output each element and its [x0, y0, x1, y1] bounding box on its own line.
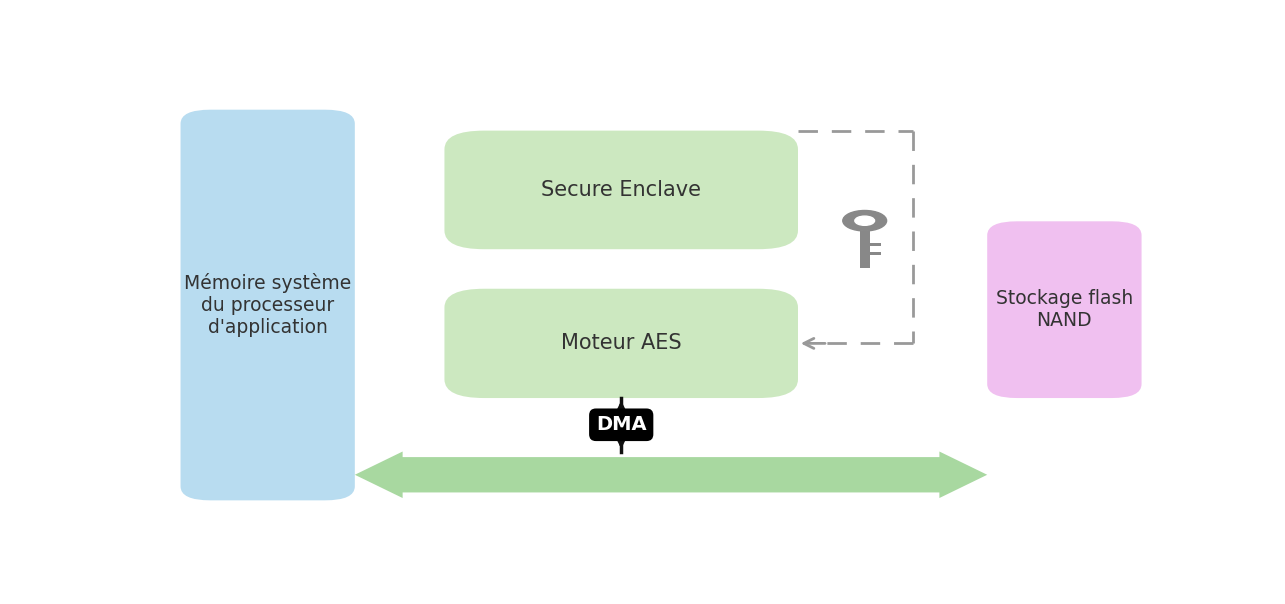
Text: Secure Enclave: Secure Enclave	[541, 180, 702, 200]
Circle shape	[843, 210, 887, 231]
Polygon shape	[355, 452, 987, 498]
FancyBboxPatch shape	[445, 130, 798, 249]
FancyBboxPatch shape	[860, 231, 870, 268]
FancyBboxPatch shape	[987, 221, 1141, 398]
Text: Moteur AES: Moteur AES	[562, 333, 681, 353]
Text: DMA: DMA	[596, 416, 646, 434]
FancyBboxPatch shape	[445, 289, 798, 398]
Text: Mémoire système
du processeur
d'application: Mémoire système du processeur d'applicat…	[184, 273, 351, 337]
FancyBboxPatch shape	[870, 251, 880, 255]
Text: Stockage flash
NAND: Stockage flash NAND	[996, 289, 1133, 330]
Circle shape	[855, 216, 875, 225]
FancyBboxPatch shape	[870, 243, 880, 246]
FancyBboxPatch shape	[180, 110, 355, 500]
